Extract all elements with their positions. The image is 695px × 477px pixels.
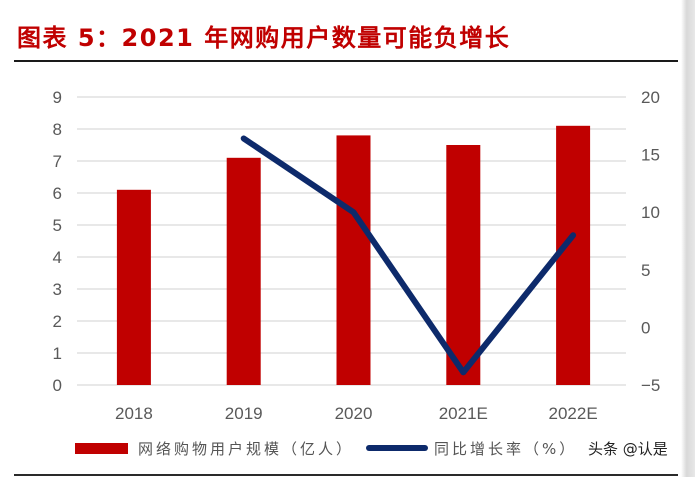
svg-text:2019: 2019 (225, 404, 263, 423)
svg-text:6: 6 (53, 184, 62, 203)
svg-text:2021E: 2021E (439, 404, 488, 423)
svg-text:0: 0 (53, 376, 62, 395)
chart-title: 图表 5：2021 年网购用户数量可能负增长 (17, 24, 511, 52)
svg-text:4: 4 (53, 248, 62, 267)
bar-2022E (556, 125, 591, 386)
bar-2018 (116, 189, 151, 385)
page-edge-shadow (681, 0, 695, 477)
svg-text:5: 5 (53, 216, 62, 235)
bar-2021E (446, 145, 481, 385)
bar-2019 (226, 157, 261, 385)
legend-bar-label: 网络购物用户规模（亿人） (138, 439, 355, 458)
svg-text:3: 3 (53, 280, 62, 299)
svg-text:15: 15 (641, 146, 660, 165)
bar-2020 (336, 135, 371, 385)
svg-text:2: 2 (53, 312, 62, 331)
bottom-divider (14, 474, 678, 476)
legend-bar-swatch (75, 442, 128, 454)
svg-text:8: 8 (53, 120, 62, 139)
svg-text:9: 9 (53, 88, 62, 107)
left-axis-ticks: 0 1 2 3 4 5 6 7 8 9 (53, 88, 62, 395)
svg-text:2020: 2020 (335, 404, 373, 423)
bar-series (116, 125, 591, 386)
svg-text:10: 10 (641, 203, 660, 222)
x-axis-labels: 2018 2019 2020 2021E 2022E (115, 404, 598, 423)
svg-text:2018: 2018 (115, 404, 153, 423)
svg-text:0: 0 (641, 318, 650, 337)
svg-text:2022E: 2022E (549, 404, 598, 423)
growth-line (240, 135, 577, 376)
right-axis-ticks: −5 0 5 10 15 20 (641, 88, 660, 395)
title-divider (14, 60, 678, 62)
svg-text:7: 7 (53, 152, 62, 171)
legend-line-swatch (366, 445, 429, 451)
svg-text:−5: −5 (641, 376, 660, 395)
svg-text:20: 20 (641, 88, 660, 107)
watermark: 头条 @认是 (588, 440, 668, 458)
legend: 网络购物用户规模（亿人） 同比增长率（%） (75, 436, 577, 460)
svg-text:5: 5 (641, 261, 650, 280)
svg-text:1: 1 (53, 344, 62, 363)
legend-line-label: 同比增长率（%） (434, 439, 578, 458)
